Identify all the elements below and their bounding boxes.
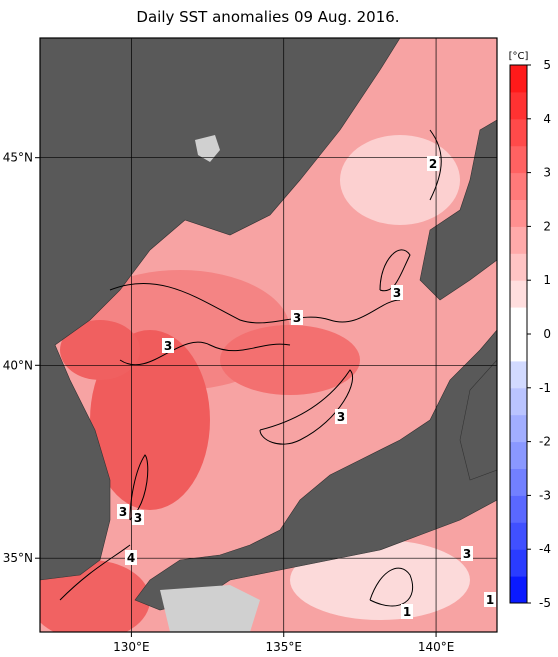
contour-label-box <box>401 604 413 619</box>
colorbar-cell <box>510 387 527 416</box>
colorbar-tick-label: -3 <box>539 488 551 502</box>
colorbar: [°C] -5 -4 -3 -2 -1 0 1 2 3 4 5 <box>509 51 551 610</box>
colorbar-tick-label: -5 <box>539 596 551 610</box>
sea-patch <box>40 560 150 632</box>
colorbar-tick-label: -2 <box>539 435 551 449</box>
no-data-area <box>160 135 260 632</box>
contour-label-box <box>427 156 439 171</box>
colorbar-tick-label: -4 <box>539 542 551 556</box>
axes: 130°E 135°E 140°E 35°N 40°N 45°N <box>3 151 455 654</box>
contour-label-box <box>461 546 473 561</box>
contour-label: 1 <box>486 593 494 607</box>
title: Daily SST anomalies 09 Aug. 2016. <box>136 8 399 26</box>
colorbar-cell <box>510 307 527 335</box>
colorbar-cell <box>510 441 527 469</box>
colorbar-tick-label: 4 <box>543 112 551 126</box>
x-tick-label: 130°E <box>113 640 150 654</box>
colorbar-cell <box>510 495 527 523</box>
colorbar-cell <box>510 172 527 200</box>
x-tick-label: 140°E <box>418 640 455 654</box>
contour-label: 3 <box>164 339 172 353</box>
contour-label: 3 <box>293 311 301 325</box>
colorbar-cell <box>510 414 527 443</box>
colorbar-unit: [°C] <box>509 51 529 62</box>
colorbar-cell <box>510 576 527 604</box>
colorbar-cell <box>510 334 527 362</box>
x-tick-label: 135°E <box>265 640 302 654</box>
colorbar-cell <box>510 91 527 120</box>
sea-patch <box>340 135 460 225</box>
contour-label: 3 <box>119 505 127 519</box>
contour-label: 3 <box>134 511 142 525</box>
colorbar-cell <box>510 280 527 308</box>
colorbar-cell <box>510 468 527 496</box>
colorbar-tick-label: 3 <box>543 166 551 180</box>
y-tick-label: 40°N <box>3 358 33 372</box>
contour-label-box <box>125 550 137 565</box>
land <box>40 38 497 611</box>
colorbar-tick-label: -1 <box>539 381 551 395</box>
colorbar-tick-label: 0 <box>543 327 551 341</box>
contour-label-box <box>291 310 303 325</box>
contour-label-box <box>132 510 144 525</box>
colorbar-cell <box>510 360 527 389</box>
contour-label: 3 <box>393 286 401 300</box>
colorbar-tick-label: 1 <box>543 273 551 287</box>
contour-label-box <box>162 338 174 353</box>
contour-label: 2 <box>429 157 437 171</box>
contour-label-box <box>484 592 496 607</box>
colorbar-tick-label: 5 <box>543 58 551 72</box>
contour-label: 1 <box>403 605 411 619</box>
y-tick-label: 45°N <box>3 151 33 165</box>
contour-label: 3 <box>463 547 471 561</box>
colorbar-cell <box>510 253 527 281</box>
colorbar-cell <box>510 522 527 550</box>
contour-label-box <box>391 285 403 300</box>
contour-label-box <box>335 409 347 424</box>
colorbar-cell <box>510 549 527 577</box>
contour-label: 4 <box>127 551 135 565</box>
colorbar-cell <box>510 65 527 93</box>
graticule <box>40 38 497 632</box>
y-tick-label: 35°N <box>3 551 33 565</box>
sea-patch <box>220 325 360 395</box>
colorbar-cell <box>510 226 527 254</box>
colorbar-cell <box>510 145 527 174</box>
contour-label: 3 <box>337 410 345 424</box>
contour-label-box <box>117 504 129 519</box>
colorbar-cell <box>510 199 527 227</box>
map-frame <box>39 37 498 633</box>
colorbar-cell <box>510 118 527 147</box>
contours <box>59 129 442 607</box>
colorbar-tick-label: 2 <box>543 219 551 233</box>
